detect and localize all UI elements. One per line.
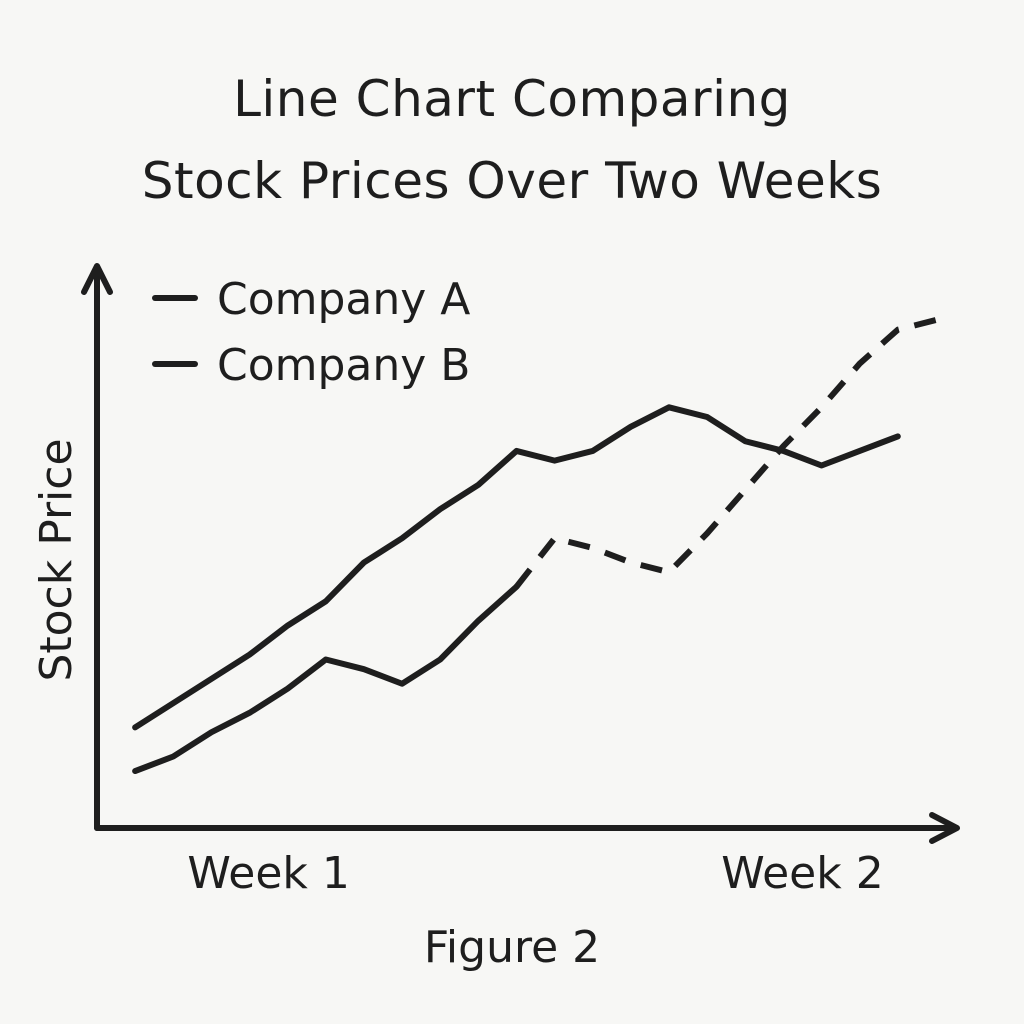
x-tick-labels: Week 1 Week 2 <box>187 848 883 899</box>
series-line-company-b-solid <box>132 583 520 775</box>
chart-title: Line Chart Comparing Stock Prices Over T… <box>0 58 1024 222</box>
legend: Company A Company B <box>152 274 471 391</box>
legend-label-company-a: Company A <box>217 274 470 325</box>
legend-label-company-b: Company B <box>217 340 471 391</box>
series-line-company-a <box>132 404 901 731</box>
chart-title-line-1: Line Chart Comparing <box>233 70 791 128</box>
x-tick-label-1: Week 1 <box>187 848 350 899</box>
series-line-company-b-dashed <box>514 317 937 589</box>
y-axis-label: Stock Price <box>31 438 82 681</box>
y-axis-arrow <box>81 263 113 295</box>
chart-title-line-2: Stock Prices Over Two Weeks <box>141 152 883 210</box>
chart-axes <box>81 263 960 844</box>
series-lines <box>132 317 937 775</box>
x-tick-label-2: Week 2 <box>721 848 884 899</box>
figure-caption: Figure 2 <box>424 922 600 973</box>
x-axis-arrow <box>929 812 960 844</box>
